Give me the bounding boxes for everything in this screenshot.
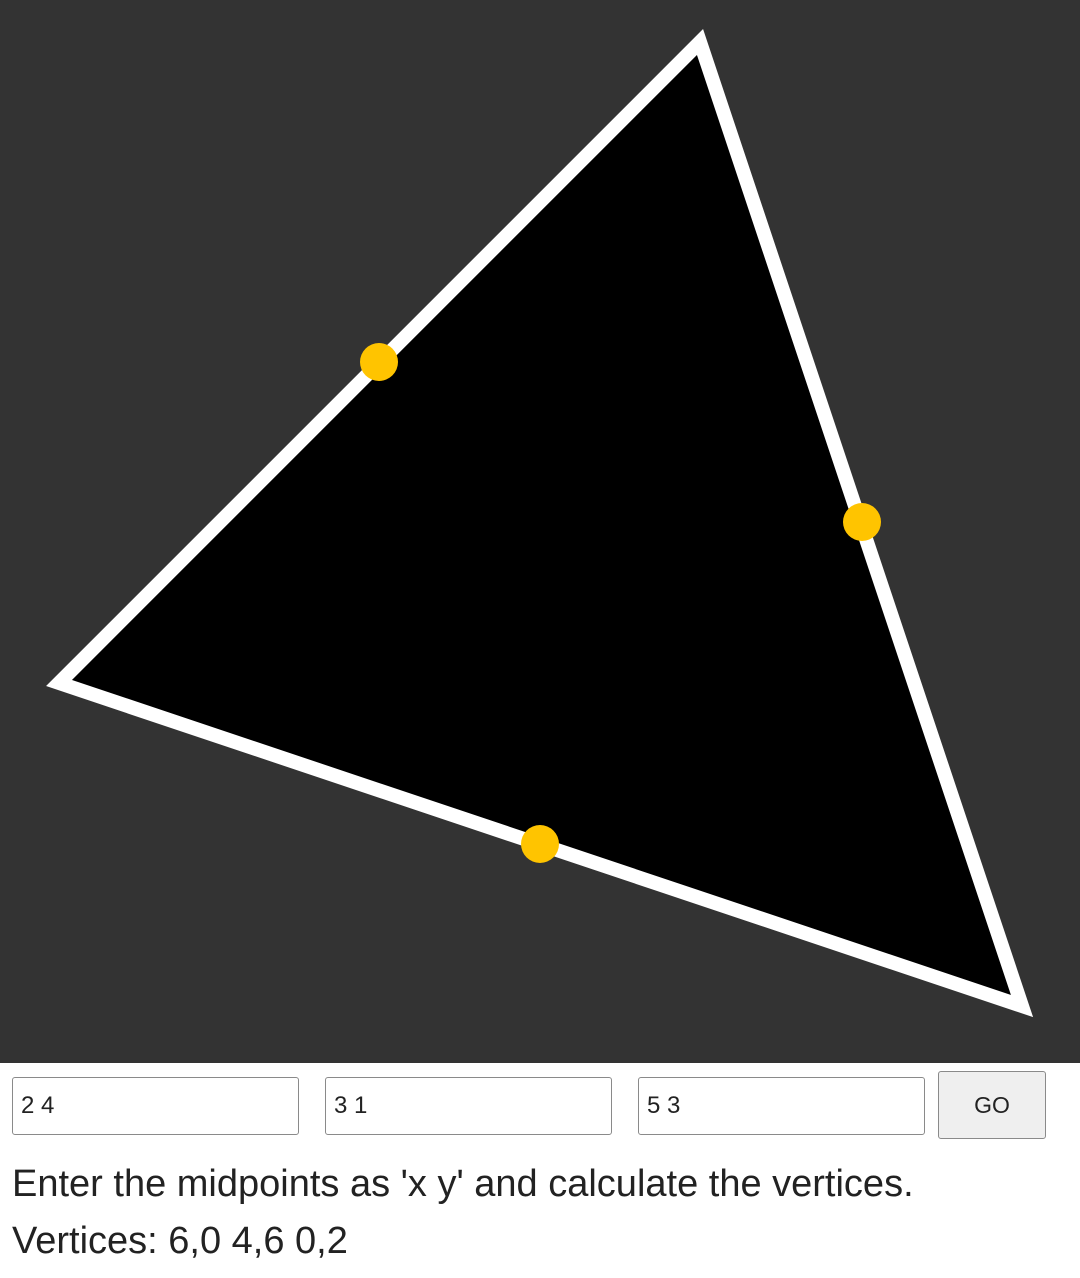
midpoint-input-2[interactable] [325,1077,612,1135]
midpoint-input-3[interactable] [638,1077,925,1135]
triangle-diagram [46,29,1034,1018]
midpoint-marker-3 [521,825,559,863]
midpoint-input-1[interactable] [12,1077,299,1135]
midpoint-marker-1 [360,343,398,381]
go-button[interactable]: GO [938,1071,1046,1139]
midpoint-marker-2 [843,503,881,541]
drawing-canvas [0,0,1080,1063]
vertices-result: Vertices: 6,0 4,6 0,2 [12,1220,348,1262]
instructions-text: Enter the midpoints as 'x y' and calcula… [12,1163,914,1205]
